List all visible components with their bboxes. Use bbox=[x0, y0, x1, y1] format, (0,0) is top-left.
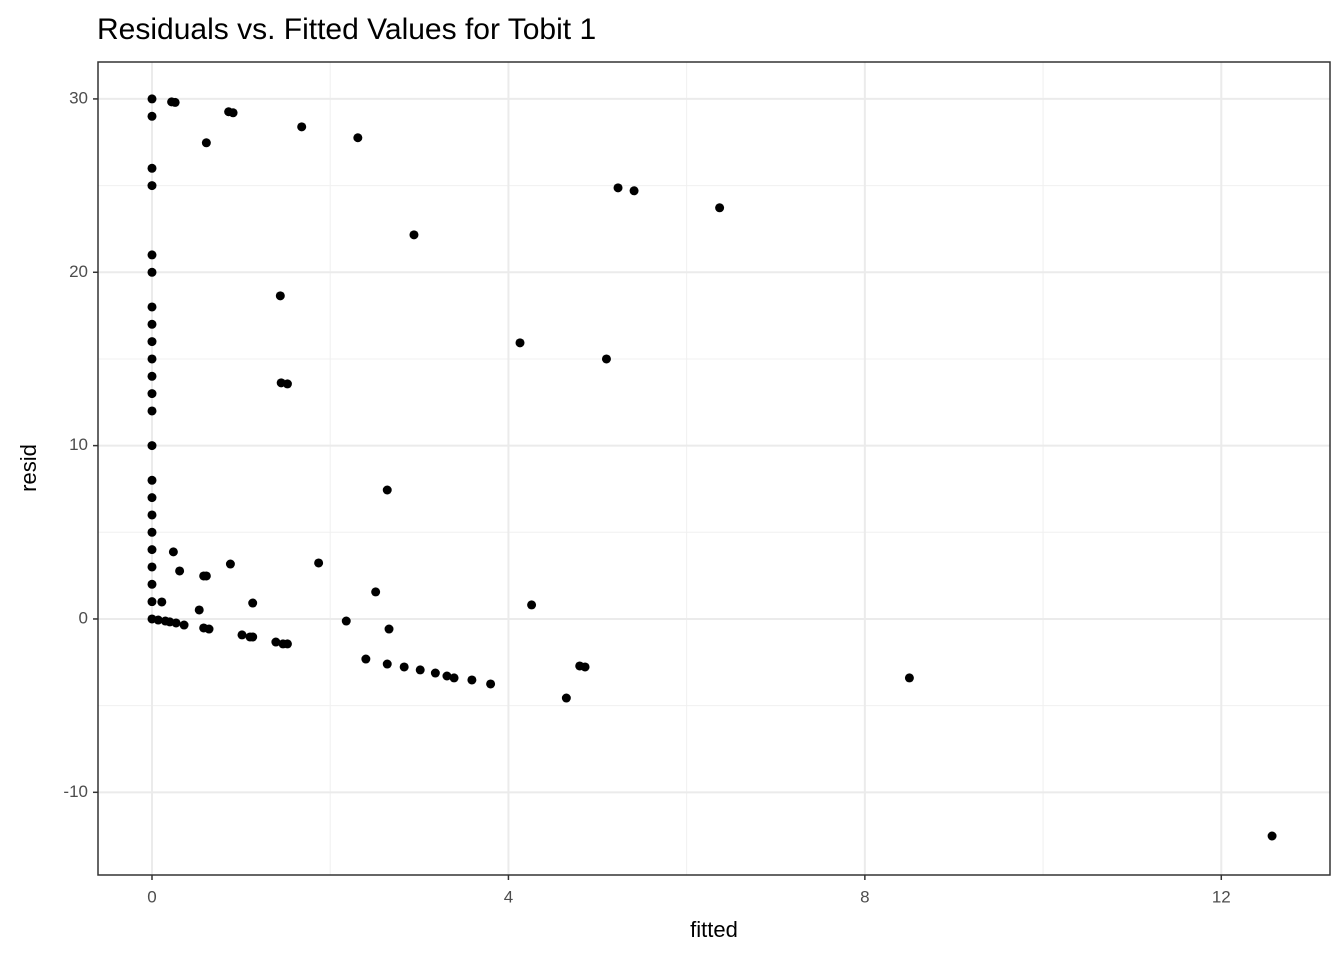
y-tick-label: 10 bbox=[69, 435, 88, 454]
point bbox=[314, 558, 324, 568]
point bbox=[147, 94, 157, 104]
x-tick-label: 8 bbox=[860, 887, 869, 906]
x-tick-label: 0 bbox=[147, 887, 156, 906]
point bbox=[147, 111, 157, 121]
x-tick-label: 12 bbox=[1212, 887, 1231, 906]
point bbox=[353, 133, 363, 143]
point bbox=[515, 338, 525, 348]
point bbox=[613, 183, 623, 193]
point bbox=[201, 138, 211, 148]
point bbox=[147, 371, 157, 381]
point bbox=[449, 673, 459, 683]
point bbox=[147, 545, 157, 555]
point bbox=[341, 616, 351, 626]
point bbox=[228, 108, 238, 118]
point bbox=[580, 662, 590, 672]
point bbox=[904, 673, 914, 683]
point bbox=[147, 302, 157, 312]
chart-title: Residuals vs. Fitted Values for Tobit 1 bbox=[97, 13, 596, 46]
point bbox=[442, 671, 452, 681]
point bbox=[409, 230, 419, 240]
point bbox=[527, 600, 537, 610]
point bbox=[715, 203, 725, 213]
point bbox=[171, 618, 181, 628]
point bbox=[561, 693, 571, 703]
y-tick-label: -10 bbox=[63, 782, 88, 801]
point bbox=[147, 181, 157, 191]
point bbox=[147, 319, 157, 329]
point bbox=[153, 615, 163, 625]
x-axis-title: fitted bbox=[690, 917, 738, 942]
point bbox=[147, 389, 157, 399]
point bbox=[384, 624, 394, 634]
point bbox=[399, 662, 409, 672]
y-tick-label: 30 bbox=[69, 88, 88, 107]
point bbox=[147, 493, 157, 503]
point bbox=[282, 379, 292, 389]
point bbox=[382, 659, 392, 669]
point bbox=[147, 441, 157, 451]
point bbox=[237, 630, 247, 640]
point bbox=[382, 485, 392, 495]
point bbox=[147, 354, 157, 364]
point bbox=[147, 267, 157, 277]
point bbox=[194, 605, 204, 615]
point bbox=[147, 579, 157, 589]
point bbox=[204, 624, 214, 634]
point bbox=[297, 122, 307, 132]
point bbox=[170, 97, 180, 107]
point bbox=[275, 291, 285, 301]
plot-border bbox=[97, 61, 1331, 876]
point bbox=[361, 654, 371, 664]
point bbox=[147, 406, 157, 416]
point bbox=[1267, 831, 1277, 841]
point bbox=[271, 637, 281, 647]
point bbox=[157, 597, 167, 607]
y-tick-label: 20 bbox=[69, 262, 88, 281]
y-axis-title: resid bbox=[16, 444, 41, 492]
point bbox=[248, 598, 258, 608]
point bbox=[486, 679, 496, 689]
point bbox=[371, 587, 381, 597]
point bbox=[179, 620, 189, 630]
x-tick-label: 4 bbox=[504, 887, 513, 906]
point bbox=[601, 354, 611, 364]
point bbox=[147, 562, 157, 572]
point bbox=[467, 675, 477, 685]
point bbox=[147, 163, 157, 173]
point bbox=[629, 186, 639, 196]
point bbox=[147, 250, 157, 260]
point bbox=[147, 337, 157, 347]
point bbox=[147, 510, 157, 520]
point bbox=[201, 571, 211, 581]
point bbox=[147, 527, 157, 537]
point bbox=[225, 559, 235, 569]
point bbox=[147, 597, 157, 607]
point bbox=[248, 632, 258, 642]
point bbox=[168, 547, 178, 557]
y-tick-label: 0 bbox=[79, 608, 88, 627]
point bbox=[430, 668, 440, 678]
point bbox=[175, 566, 185, 576]
point bbox=[282, 639, 292, 649]
point bbox=[415, 665, 425, 675]
point bbox=[147, 475, 157, 485]
